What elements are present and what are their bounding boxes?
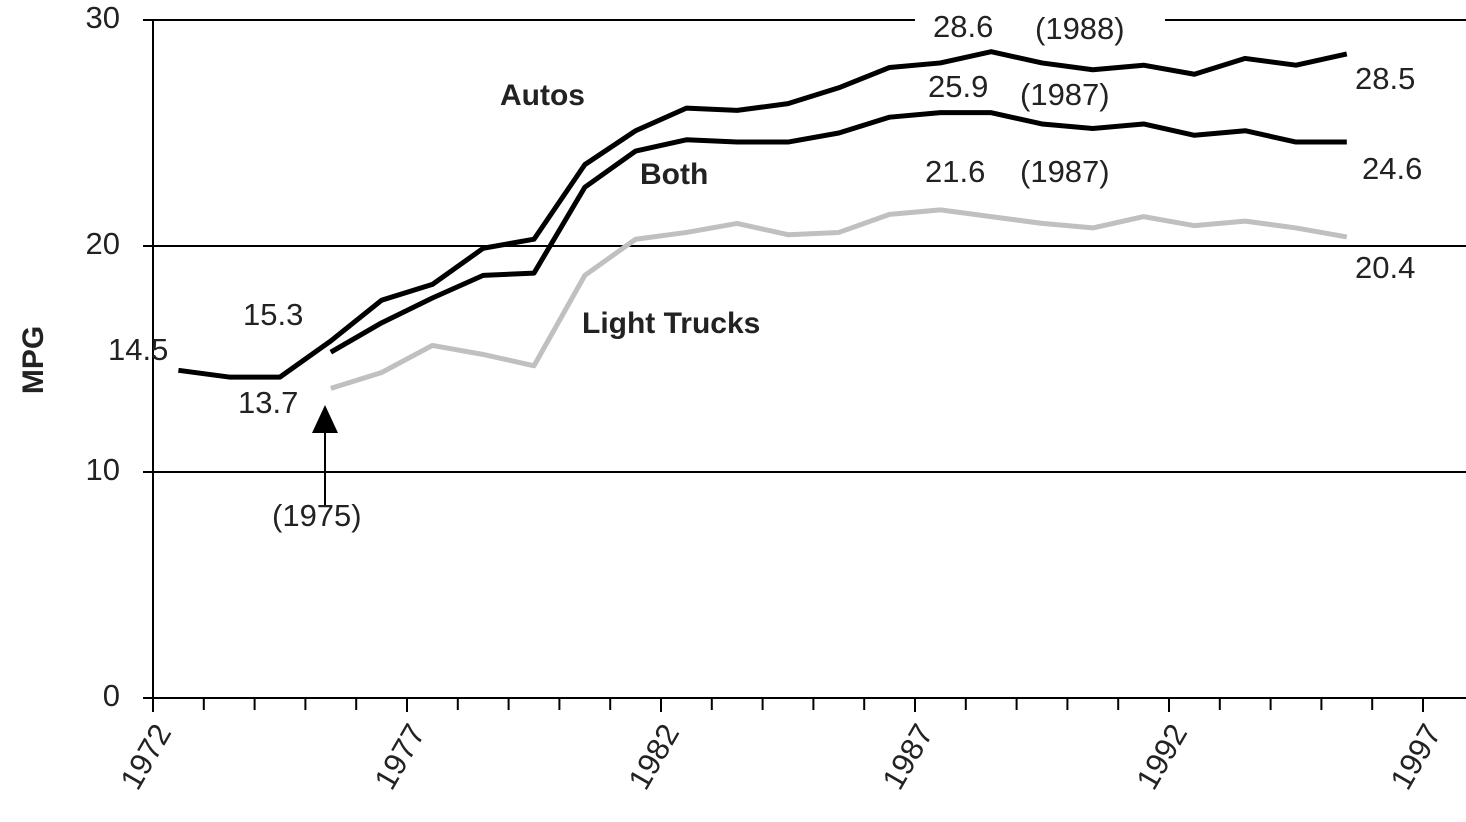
annotation: 25.9: [928, 69, 988, 104]
annotation: 24.6: [1362, 151, 1422, 186]
annotation: 21.6: [925, 154, 985, 189]
x-tick-label: 1987: [875, 718, 940, 795]
annotation: (1975): [272, 498, 362, 533]
y-tick-label: 0: [103, 678, 120, 713]
annotation: 13.7: [238, 385, 298, 420]
series-label: Both: [640, 158, 708, 191]
annotation: 14.5: [108, 332, 168, 367]
y-tick-label: 20: [86, 226, 120, 261]
x-tick-label: 1972: [113, 718, 178, 795]
series-line: [329, 110, 1347, 355]
y-axis-label: MPG: [17, 326, 50, 394]
annotation: (1987): [1020, 77, 1110, 112]
annotation: 28.6: [933, 9, 993, 44]
label-bg: [915, 5, 1165, 40]
annotation: 20.4: [1355, 250, 1415, 285]
annotation: 15.3: [243, 297, 303, 332]
series-label: Light Trucks: [582, 307, 760, 340]
y-tick-label: 10: [86, 452, 120, 487]
annotation: (1987): [1020, 154, 1110, 189]
annotation: (1988): [1035, 11, 1125, 46]
series-line: [330, 207, 1348, 391]
x-tick-label: 1977: [367, 718, 432, 795]
series-label: Autos: [500, 79, 585, 112]
annotation: 28.5: [1355, 61, 1415, 96]
x-tick-label: 1992: [1129, 718, 1194, 795]
y-tick-label: 30: [86, 0, 120, 35]
series-line: [178, 49, 1348, 380]
arrow-head: [312, 405, 338, 433]
x-tick-label: 1997: [1383, 718, 1448, 795]
x-tick-label: 1982: [621, 718, 686, 795]
